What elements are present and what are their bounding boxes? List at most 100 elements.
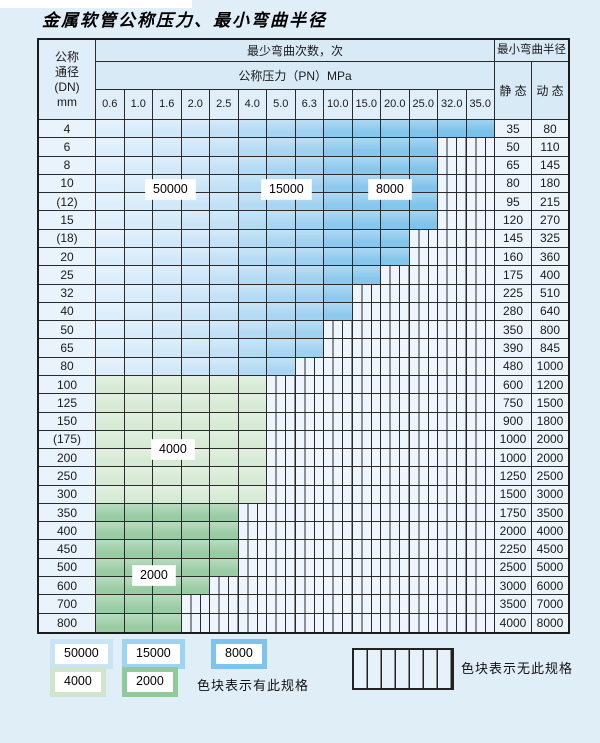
spec-cell xyxy=(153,120,182,139)
static-radius-value: 1000 xyxy=(495,430,532,450)
dn-cell-400: 400 xyxy=(39,522,96,541)
no-spec-cell xyxy=(324,412,353,431)
no-spec-cell xyxy=(267,577,296,596)
bend-times-header: 最少弯曲次数，次 xyxy=(96,40,495,62)
pressure-tick-10.0: 10.0 xyxy=(324,90,353,120)
spec-cell xyxy=(153,321,182,340)
no-spec-cell xyxy=(438,211,467,230)
no-spec-cell xyxy=(409,266,438,285)
spec-cell xyxy=(295,266,324,285)
spec-cell xyxy=(124,394,153,413)
region-label-8000: 8000 xyxy=(369,180,411,199)
spec-cell xyxy=(153,138,182,157)
static-radius-value: 35 xyxy=(495,120,532,139)
spec-cell xyxy=(295,339,324,358)
no-spec-cell xyxy=(409,284,438,303)
static-radius-value: 2250 xyxy=(495,540,532,559)
no-spec-cell xyxy=(238,595,267,614)
no-spec-cell xyxy=(438,247,467,267)
spec-cell xyxy=(181,485,210,504)
dynamic-radius-value: 110 xyxy=(532,138,568,157)
no-spec-cell xyxy=(466,302,495,322)
legend-swatch-label: 2000 xyxy=(127,672,173,692)
spec-cell xyxy=(238,211,267,230)
no-spec-cell xyxy=(466,558,495,578)
static-radius-value: 350 xyxy=(495,321,532,340)
spec-cell xyxy=(238,156,267,175)
spec-cell xyxy=(438,120,467,139)
spec-cell xyxy=(181,247,210,267)
no-spec-cell xyxy=(267,503,296,523)
spec-cell xyxy=(409,156,438,175)
no-spec-cell xyxy=(466,156,495,175)
spec-cell xyxy=(352,156,381,175)
spec-cell xyxy=(210,375,239,395)
pressure-tick-5.0: 5.0 xyxy=(267,90,296,120)
no-spec-cell xyxy=(324,339,353,358)
dn-cell-150: 150 xyxy=(39,412,96,431)
no-spec-cell xyxy=(381,595,410,614)
spec-cell xyxy=(153,412,182,431)
spec-cell xyxy=(96,211,125,230)
spec-cell xyxy=(324,174,353,194)
no-spec-cell xyxy=(238,522,267,541)
spec-cell xyxy=(295,229,324,248)
no-spec-cell xyxy=(295,577,324,596)
spec-cell xyxy=(295,138,324,157)
spec-cell xyxy=(210,120,239,139)
spec-cell xyxy=(96,577,125,596)
spec-cell xyxy=(238,412,267,431)
static-radius-value: 1500 xyxy=(495,485,532,504)
dynamic-radius-value: 6000 xyxy=(532,577,568,596)
dn-cell-(18): (18) xyxy=(39,229,96,248)
spec-cell xyxy=(210,339,239,358)
no-spec-cell xyxy=(324,467,353,486)
dynamic-radius-value: 215 xyxy=(532,193,568,212)
no-spec-cell xyxy=(438,613,467,632)
no-spec-cell xyxy=(438,357,467,376)
no-spec-cell xyxy=(210,577,239,596)
dynamic-radius-value: 640 xyxy=(532,302,568,322)
no-spec-cell xyxy=(381,321,410,340)
dn-cell-6: 6 xyxy=(39,138,96,157)
spec-cell xyxy=(267,120,296,139)
nominal-pressure-header: 公称压力（PN）MPa xyxy=(96,62,495,90)
spec-cell xyxy=(181,540,210,559)
spec-cell xyxy=(409,120,438,139)
no-spec-cell xyxy=(295,449,324,468)
dn-cell-80: 80 xyxy=(39,357,96,376)
dn-cell-(175): (175) xyxy=(39,430,96,450)
spec-cell xyxy=(153,229,182,248)
no-spec-cell xyxy=(466,394,495,413)
spec-cell xyxy=(210,321,239,340)
dn-header-line: 公称 xyxy=(54,50,79,64)
spec-cell xyxy=(153,394,182,413)
no-spec-cell xyxy=(295,430,324,450)
no-spec-cell xyxy=(267,485,296,504)
dn-cell-250: 250 xyxy=(39,467,96,486)
spec-cell xyxy=(153,467,182,486)
no-spec-cell xyxy=(409,302,438,322)
dn-cell-200: 200 xyxy=(39,449,96,468)
static-radius-value: 65 xyxy=(495,156,532,175)
no-spec-cell xyxy=(267,467,296,486)
spec-cell xyxy=(210,412,239,431)
no-spec-cell xyxy=(381,266,410,285)
no-spec-cell xyxy=(438,540,467,559)
spec-cell xyxy=(210,540,239,559)
dn-cell-125: 125 xyxy=(39,394,96,413)
spec-cell xyxy=(409,193,438,212)
spec-table: 公称 通径 (DN) mm 最少弯曲次数，次 最小弯曲半径 公称压力（PN）MP… xyxy=(37,38,570,634)
static-radius-value: 160 xyxy=(495,247,532,267)
no-spec-cell xyxy=(210,613,239,632)
static-radius-value: 2500 xyxy=(495,558,532,578)
no-spec-cell xyxy=(381,522,410,541)
spec-cell xyxy=(238,357,267,376)
no-spec-cell xyxy=(324,430,353,450)
no-spec-cell xyxy=(295,613,324,632)
dynamic-radius-value: 3000 xyxy=(532,485,568,504)
spec-cell xyxy=(124,229,153,248)
static-radius-value: 1000 xyxy=(495,449,532,468)
no-spec-cell xyxy=(409,339,438,358)
